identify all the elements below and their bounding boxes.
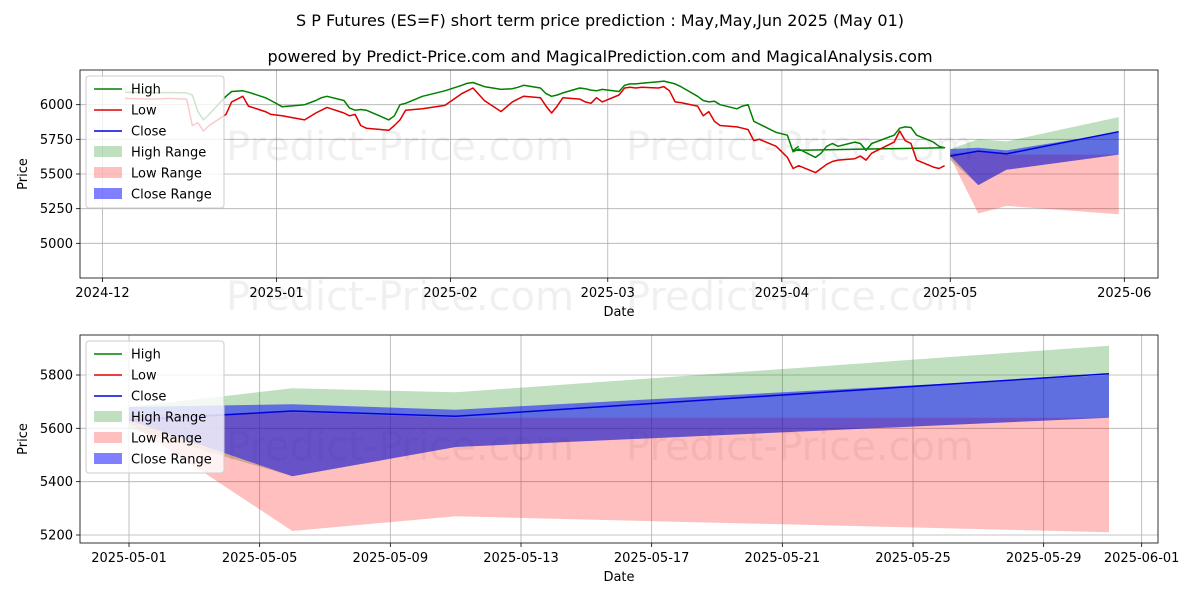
legend-close: Close [94,390,166,405]
legend-close-range-label: Close Range [131,188,212,203]
x-tick-label: 2025-06-01 [1104,551,1180,566]
y-tick-label: 5800 [40,369,73,384]
y-tick-label: 6000 [40,98,73,113]
x-tick-label: 2025-04 [755,286,809,301]
x-tick-label: 2025-05-05 [222,551,298,566]
y-tick-label: 5000 [40,237,73,252]
x-tick-label: 2025-01 [249,286,303,301]
legend-low-range-swatch [94,167,122,178]
legend-high-range-swatch [94,146,122,157]
legend-close-label: Close [131,125,166,140]
axes-frame [79,334,1159,544]
low-line [124,85,945,174]
legend-low: Low [94,104,157,119]
x-axis-label: Date [603,570,634,585]
close-line [950,130,1119,157]
high-line [124,80,946,159]
chart-subtitle: powered by Predict-Price.com and Magical… [267,47,932,66]
x-tick-label: 2025-05-13 [483,551,559,566]
legend-high: High [94,83,161,98]
legend-high-range-label: High Range [131,411,206,426]
legend-low-label: Low [131,104,157,119]
close-range-area [129,375,1109,477]
y-tick-label: 5500 [40,168,73,183]
legend-low-range-label: Low Range [131,167,202,182]
x-tick-label: 2025-06 [1097,286,1151,301]
x-tick-label: 2025-05-25 [875,551,951,566]
plot-area [128,345,1110,533]
legend-high-label: High [131,83,161,98]
x-tick-label: 2024-12 [75,286,129,301]
legend-high-range-label: High Range [131,146,206,161]
legend-close-range-swatch [94,188,122,199]
watermark-text: Predict-Price.com [626,124,974,170]
y-tick-label: 5250 [40,202,73,217]
legend-high-range-swatch [94,411,122,422]
y-tick-label: 5400 [40,475,73,490]
watermark-text: Predict-Price.com [226,274,574,320]
y-tick-label: 5200 [40,529,73,544]
legend-close-range-swatch [94,453,122,464]
chart-title: S P Futures (ES=F) short term price pred… [296,11,904,30]
legend-low-range: Low Range [94,432,202,447]
legend-low-label: Low [131,369,157,384]
close-range-area [950,132,1119,186]
plot-area [124,80,1119,215]
x-tick-label: 2025-03 [581,286,635,301]
legend-close-range: Close Range [94,453,212,468]
y-tick-label: 5750 [40,133,73,148]
x-tick-label: 2025-02 [423,286,477,301]
axes-frame [79,69,1159,279]
legend-close-range: Close Range [94,188,212,203]
legend-low-range-swatch [94,432,122,443]
legend-box [85,340,225,474]
legend-high: High [94,348,161,363]
legend-high-range: High Range [94,411,206,426]
legend-close-range-label: Close Range [131,453,212,468]
legend-low-range-label: Low Range [131,432,202,447]
y-axis-label: Price [16,423,31,455]
y-axis-label: Price [16,158,31,190]
history-panel: 2024-12 2025-01 2025-02 2025-03 2025-04 2025-… [16,69,1159,320]
legend-box [85,75,225,209]
x-axis-label: Date [603,305,634,320]
x-tick-label: 2025-05-01 [91,551,167,566]
y-tick-label: 5600 [40,422,73,437]
legend-high-label: High [131,348,161,363]
legend-high-range: High Range [94,146,206,161]
x-tick-label: 2025-05-29 [1006,551,1082,566]
x-tick-label: 2025-05 [923,286,977,301]
watermark-text: Predict-Price.com [626,274,974,320]
legend-close-label: Close [131,390,166,405]
legend-close: Close [94,125,166,140]
forecast-panel: 2025-05-01 2025-05-05 2025-05-09 2025-05-13… [16,334,1180,585]
x-tick-label: 2025-05-21 [745,551,821,566]
legend-low: Low [94,369,157,384]
watermark-text: Predict-Price.com [226,124,574,170]
legend-low-range: Low Range [94,167,202,182]
x-tick-label: 2025-05-09 [353,551,429,566]
x-tick-label: 2025-05-17 [614,551,690,566]
